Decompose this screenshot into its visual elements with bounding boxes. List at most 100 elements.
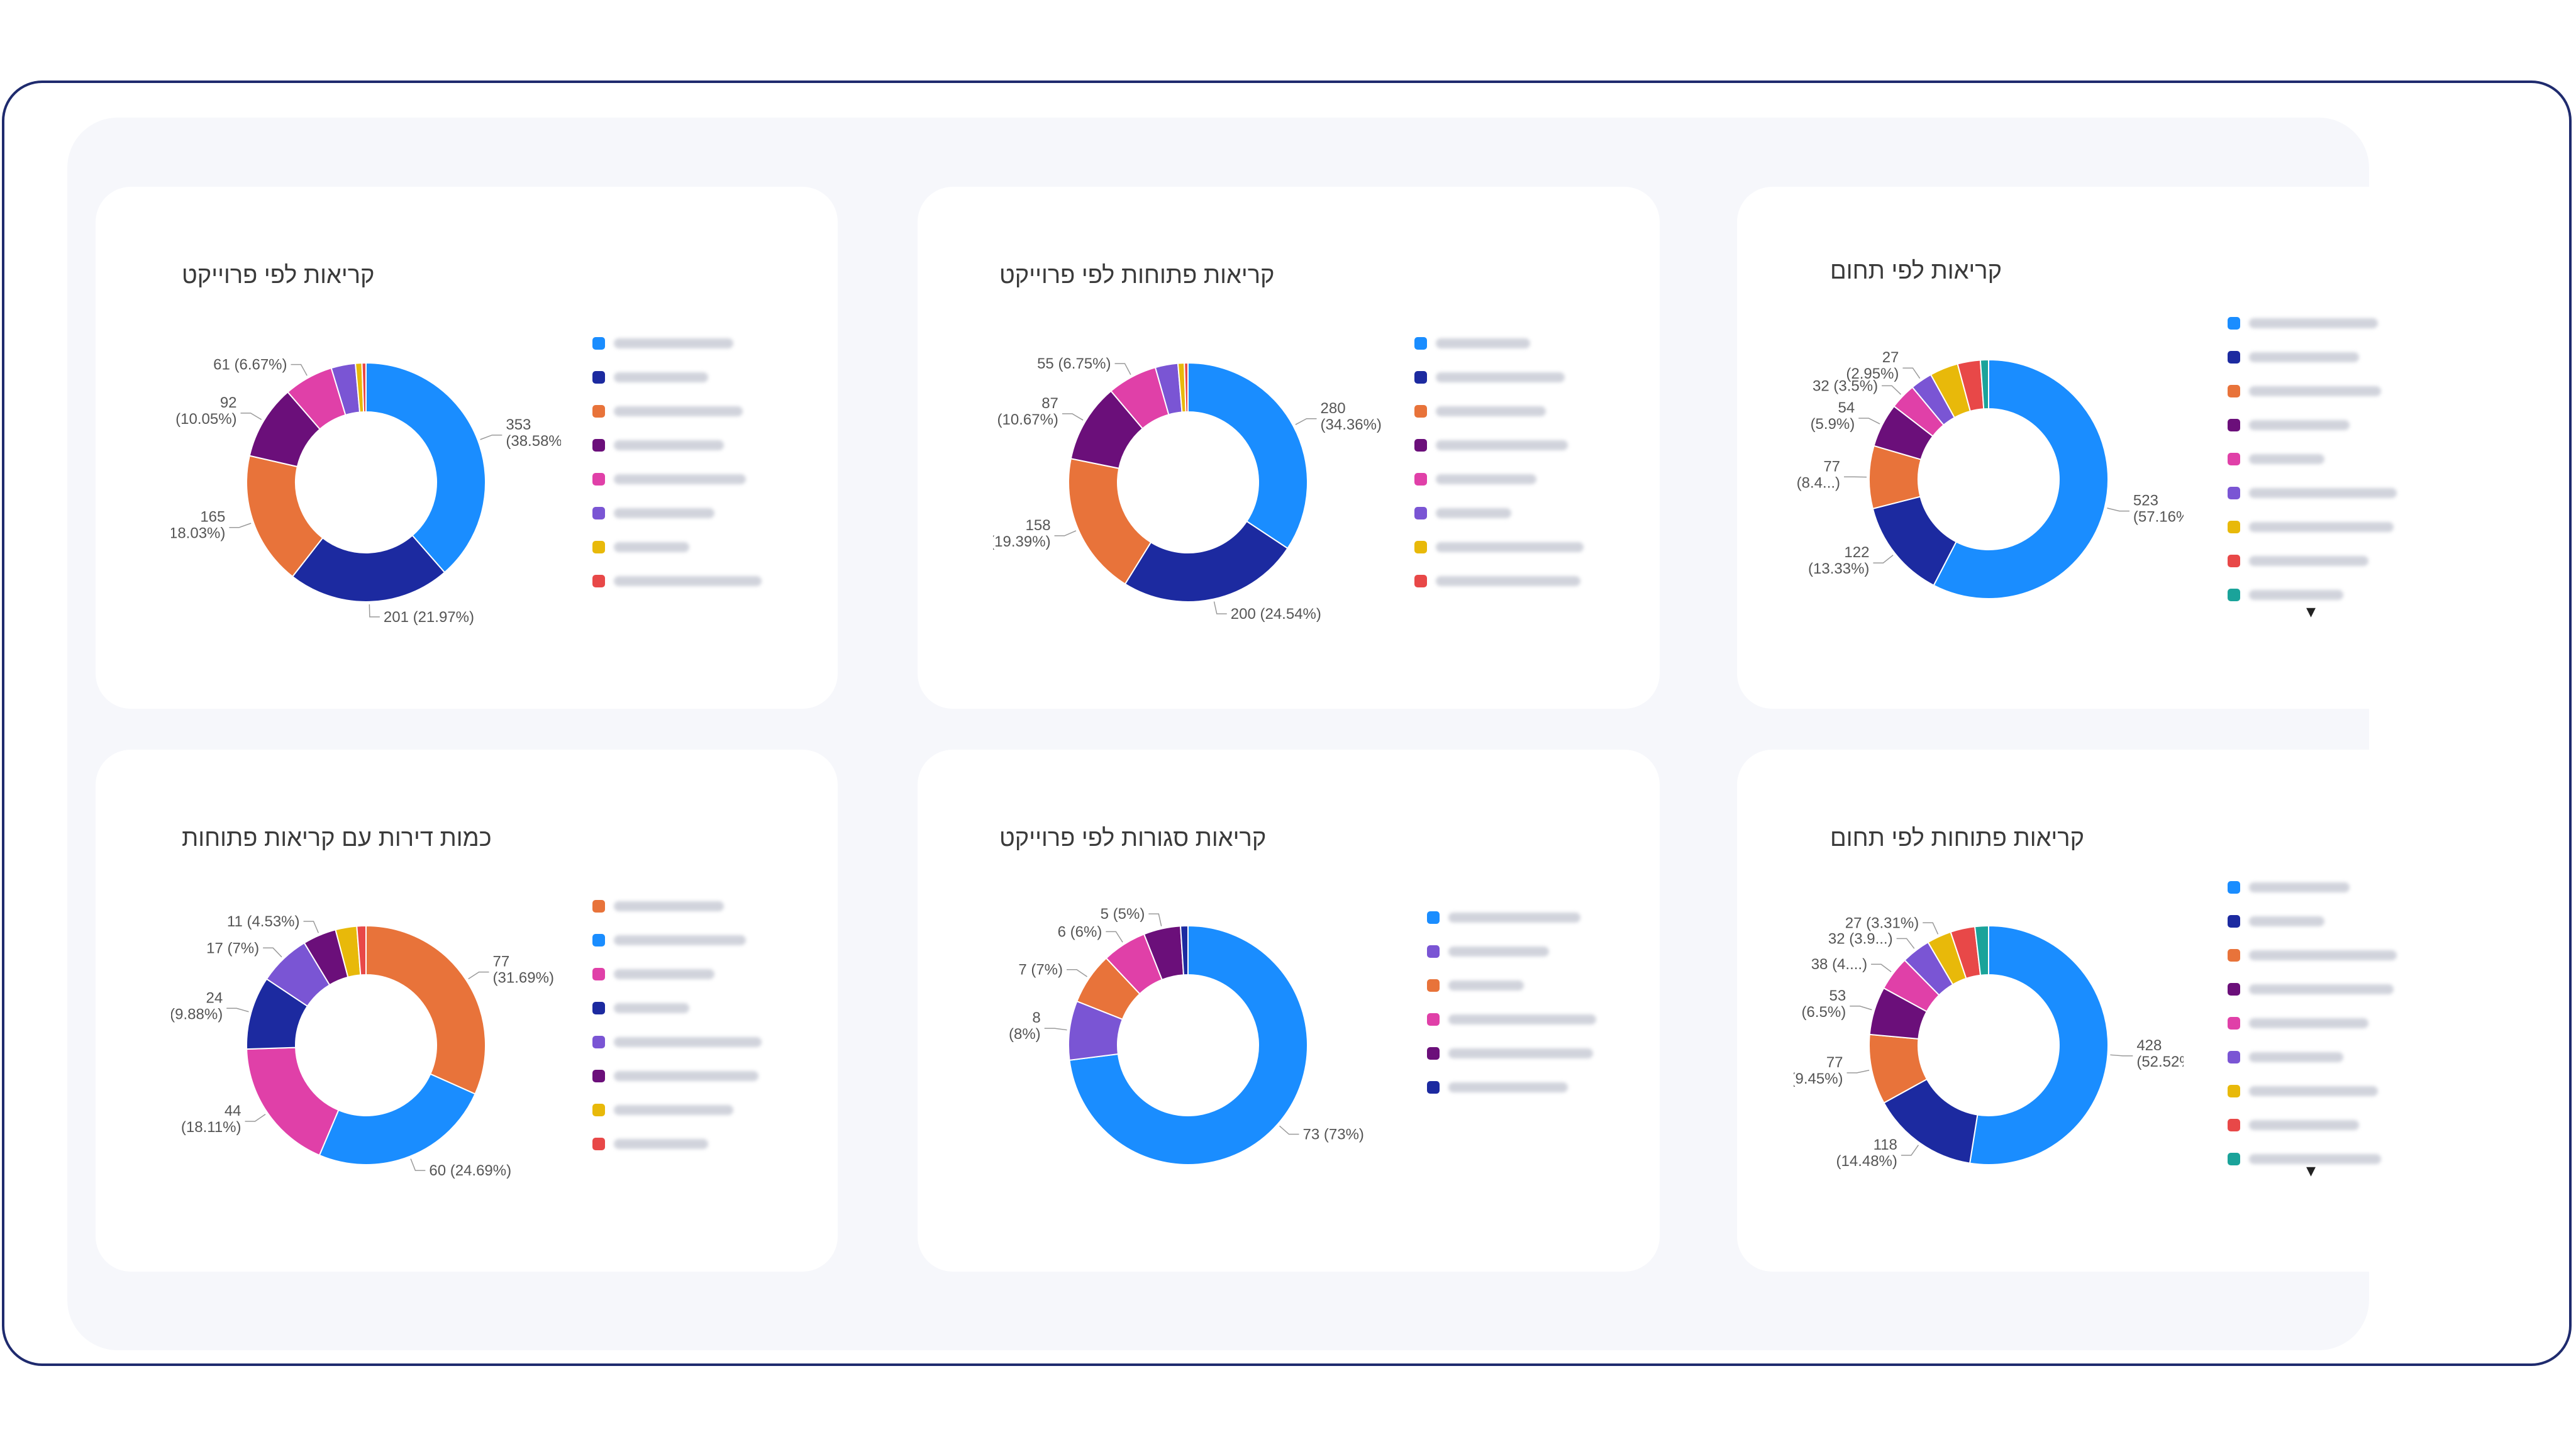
chart-legend[interactable] (2228, 870, 2397, 1176)
legend-item[interactable] (592, 1025, 762, 1059)
chart-legend[interactable] (2228, 306, 2397, 612)
legend-item[interactable] (2228, 408, 2397, 442)
legend-item[interactable] (2228, 544, 2397, 578)
legend-item[interactable] (2228, 476, 2397, 510)
legend-item[interactable] (2228, 374, 2397, 408)
data-label: (14.48%) (1836, 1153, 1897, 1170)
legend-swatch (2228, 317, 2240, 330)
legend-more-caret-icon[interactable]: ▾ (2306, 601, 2316, 622)
legend-item[interactable] (1414, 496, 1584, 530)
chart-title: קריאות לפי פרוייקט (182, 262, 375, 289)
donut-slice[interactable] (318, 1073, 476, 1165)
legend-item[interactable] (1414, 564, 1584, 598)
donut-slice[interactable] (1979, 358, 1989, 410)
legend-item[interactable] (2228, 578, 2397, 612)
donut-slice[interactable] (246, 1046, 340, 1157)
donut-chart[interactable]: 73 (73%) 8(8%) 7 (7%) 6 (6%)5 (5%) (993, 882, 1383, 1209)
legend-item[interactable] (1414, 326, 1584, 360)
legend-item[interactable] (1414, 394, 1584, 428)
legend-item[interactable] (592, 923, 762, 957)
legend-label-blurred (614, 1105, 733, 1115)
legend-item[interactable] (2228, 972, 2397, 1006)
leader-line (1901, 1145, 1919, 1156)
legend-item[interactable] (1427, 1002, 1596, 1036)
legend-swatch (2228, 1153, 2240, 1165)
legend-item[interactable] (1414, 530, 1584, 564)
data-label: 280 (1321, 400, 1346, 417)
legend-item[interactable] (592, 991, 762, 1025)
data-label: 158 (1026, 517, 1051, 534)
legend-item[interactable] (2228, 870, 2397, 904)
legend-item[interactable] (1427, 1070, 1596, 1104)
donut-slice[interactable] (1933, 358, 2109, 599)
legend-item[interactable] (1427, 969, 1596, 1002)
legend-item[interactable] (592, 428, 762, 462)
chart-title: קריאות סגורות לפי פרוייקט (999, 825, 1267, 852)
donut-slice[interactable] (1068, 458, 1152, 585)
donut-slice[interactable] (1069, 924, 1308, 1165)
donut-slice[interactable] (1184, 362, 1189, 413)
legend-item[interactable] (2228, 442, 2397, 476)
legend-item[interactable] (2228, 1006, 2397, 1040)
legend-item[interactable] (592, 496, 762, 530)
legend-item[interactable] (592, 1059, 762, 1093)
donut-chart[interactable]: 523(57.16%) 122(13.33%) 77(8.4...) 54(5.9%)… (1794, 316, 2184, 643)
legend-item[interactable] (2228, 938, 2397, 972)
data-label: 27 (3.31%) (1845, 914, 1919, 931)
legend-item[interactable] (1427, 935, 1596, 969)
chart-legend[interactable] (1427, 901, 1596, 1104)
donut-chart[interactable]: 77(31.69%) 60 (24.69%) 44(18.11%) 24(9.88%)… (171, 882, 561, 1209)
donut-slice[interactable] (1124, 520, 1289, 602)
legend-item[interactable] (1414, 360, 1584, 394)
donut-slice[interactable] (1974, 924, 1989, 976)
donut-slice[interactable] (365, 924, 486, 1095)
legend-more-caret-icon[interactable]: ▾ (2306, 1160, 2316, 1181)
legend-label-blurred (614, 1037, 762, 1047)
donut-chart[interactable]: 280(34.36%) 200 (24.54%) 158(19.39%) 87(10.… (993, 319, 1383, 646)
legend-item[interactable] (592, 360, 762, 394)
legend-item[interactable] (592, 889, 762, 923)
legend-label-blurred (1436, 372, 1565, 382)
legend-item[interactable] (592, 957, 762, 991)
leader-line (1882, 385, 1901, 395)
legend-item[interactable] (2228, 306, 2397, 340)
donut-slice[interactable] (365, 362, 486, 574)
legend-item[interactable] (592, 564, 762, 598)
donut-chart[interactable]: 353(38.58%) 201 (21.97%) 165(18.03%) 92(10.… (171, 319, 561, 646)
legend-item[interactable] (1414, 462, 1584, 496)
legend-item[interactable] (2228, 1074, 2397, 1108)
legend-swatch (2228, 915, 2240, 928)
legend-item[interactable] (2228, 510, 2397, 544)
legend-item[interactable] (592, 462, 762, 496)
legend-item[interactable] (2228, 1040, 2397, 1074)
legend-label-blurred (1448, 1014, 1596, 1024)
legend-item[interactable] (592, 394, 762, 428)
donut-slice[interactable] (1968, 924, 2109, 1165)
legend-item[interactable] (592, 1127, 762, 1161)
chart-legend[interactable] (592, 889, 762, 1161)
chart-legend[interactable] (592, 326, 762, 598)
legend-item[interactable] (592, 326, 762, 360)
leader-line (1850, 1006, 1872, 1011)
legend-item[interactable] (1414, 428, 1584, 462)
chart-legend[interactable] (1414, 326, 1584, 598)
donut-slice[interactable] (1187, 362, 1308, 550)
legend-item[interactable] (2228, 1108, 2397, 1142)
legend-item[interactable] (592, 530, 762, 564)
leader-line (1054, 530, 1077, 536)
donut-slice[interactable] (1180, 924, 1189, 976)
legend-item[interactable] (2228, 1142, 2397, 1176)
legend-swatch (1427, 911, 1440, 924)
donut-chart[interactable]: 428(52.52%) 118(14.48%) 77(9.45%) 53(6.5%) 3… (1794, 882, 2184, 1209)
donut-slice[interactable] (291, 534, 446, 602)
legend-item[interactable] (1427, 901, 1596, 935)
legend-item[interactable] (2228, 340, 2397, 374)
legend-swatch (2228, 983, 2240, 996)
legend-item[interactable] (2228, 904, 2397, 938)
legend-item[interactable] (1427, 1036, 1596, 1070)
chart-card-3: קריאות לפי תחום 523(57.16%) 122(13.33%) 77… (1737, 187, 2479, 709)
legend-swatch (1427, 979, 1440, 992)
donut-slice[interactable] (361, 362, 367, 413)
donut-slice[interactable] (356, 924, 367, 976)
legend-item[interactable] (592, 1093, 762, 1127)
